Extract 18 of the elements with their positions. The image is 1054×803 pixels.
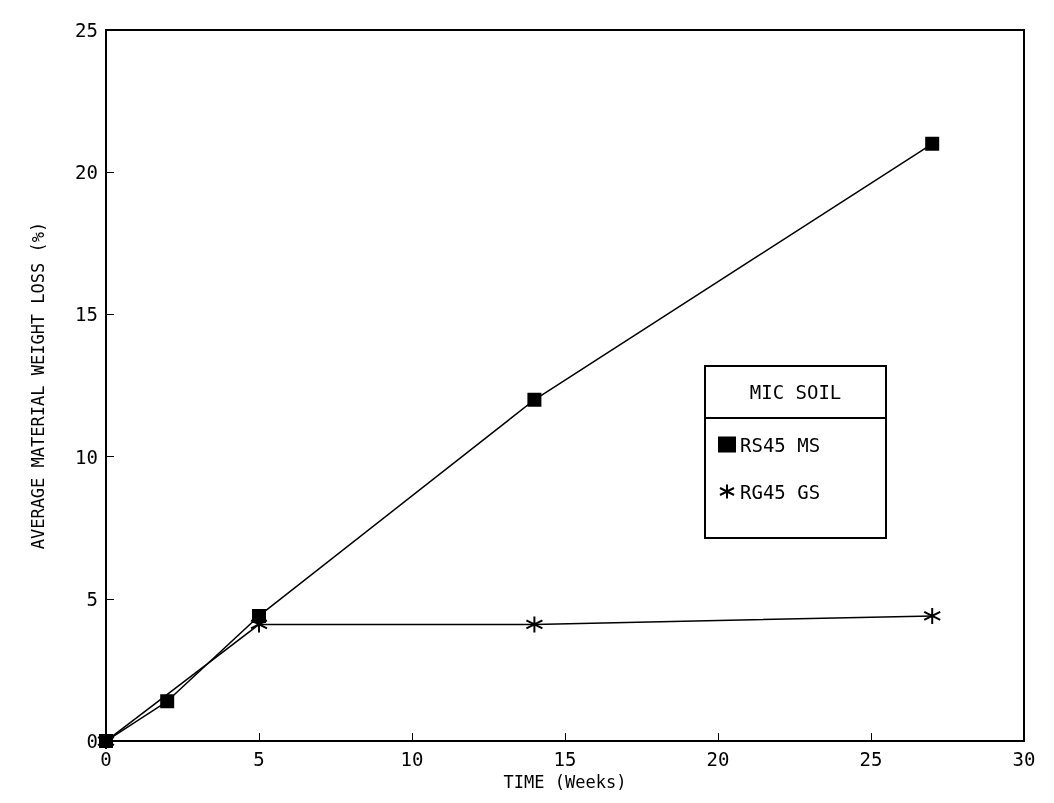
x-tick-label: 15 bbox=[553, 747, 577, 770]
y-tick-label: 10 bbox=[75, 445, 98, 468]
x-tick-label: 10 bbox=[400, 747, 424, 770]
legend-label: RS45 MS bbox=[740, 433, 821, 456]
x-tick-label: 0 bbox=[100, 747, 112, 770]
y-axis-title: AVERAGE MATERIAL WEIGHT LOSS (%) bbox=[27, 221, 48, 550]
x-tick-label: 5 bbox=[253, 747, 265, 770]
x-tick-label: 25 bbox=[859, 747, 883, 770]
y-tick-label: 15 bbox=[75, 303, 98, 326]
legend-title: MIC SOIL bbox=[749, 381, 842, 403]
y-tick-label: 20 bbox=[75, 161, 98, 184]
x-tick-label: 30 bbox=[1012, 747, 1036, 770]
y-tick-label: 25 bbox=[75, 19, 98, 41]
x-tick-label: 20 bbox=[706, 747, 730, 770]
y-tick-label: 5 bbox=[86, 587, 98, 610]
y-tick-label: 0 bbox=[86, 730, 98, 753]
legend-label: RG45 GS bbox=[740, 480, 821, 503]
x-axis-title: TIME (Weeks) bbox=[503, 771, 627, 792]
